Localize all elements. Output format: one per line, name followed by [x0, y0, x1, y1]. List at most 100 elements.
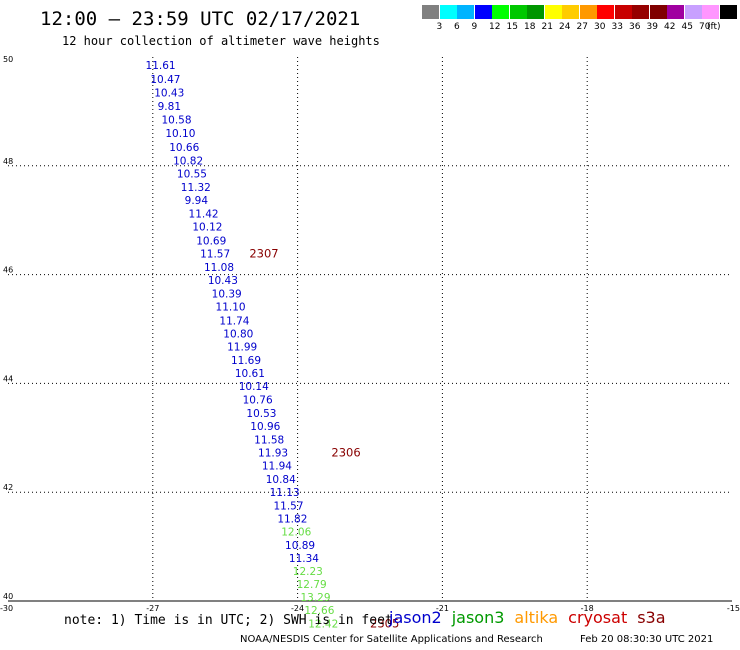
map-grid — [8, 57, 732, 602]
wave-height-value: 10.76 — [243, 395, 273, 407]
y-tick-label: 48 — [3, 157, 13, 166]
color-scale-swatch — [457, 5, 474, 19]
color-scale-swatch — [702, 5, 719, 19]
color-scale-label: 30 — [594, 22, 606, 32]
color-scale-swatch — [632, 5, 649, 19]
color-scale-swatch — [474, 5, 492, 19]
color-scale-swatch — [492, 5, 509, 19]
wave-height-value: 10.82 — [173, 155, 203, 167]
wave-height-value: 10.43 — [154, 87, 184, 99]
page-subtitle: 12 hour collection of altimeter wave hei… — [62, 34, 380, 48]
color-scale-label: 15 — [506, 22, 518, 32]
time-label: 2305 — [370, 616, 399, 630]
wave-height-value: 10.61 — [235, 368, 265, 380]
wave-height-value: 12.66 — [304, 605, 334, 617]
wave-height-value: 10.96 — [250, 421, 280, 433]
wave-height-value: 11.69 — [231, 355, 261, 367]
time-labels: 2307 2306 2305 — [249, 246, 399, 630]
wave-height-value: 9.94 — [185, 195, 209, 207]
color-scale-swatch — [527, 5, 544, 19]
color-scale-label: 45 — [681, 22, 693, 32]
wave-height-value: 12.06 — [281, 526, 311, 538]
wave-height-value: 12.79 — [297, 579, 327, 591]
color-scale-swatch — [684, 5, 702, 19]
wave-height-value: 11.99 — [227, 341, 257, 353]
time-label: 2306 — [331, 445, 360, 459]
wave-height-value: 10.39 — [212, 289, 242, 301]
wave-height-value: 10.89 — [285, 540, 315, 552]
wave-height-value: 12.23 — [293, 566, 323, 578]
wave-height-value: 11.94 — [262, 461, 292, 473]
x-tick-label: -27 — [146, 604, 159, 613]
footer-note: note: 1) Time is in UTC; 2) SWH is in fe… — [64, 613, 393, 628]
wave-height-value: 11.42 — [189, 209, 219, 221]
color-scale-label: 12 — [489, 22, 501, 32]
wave-height-value: 10.55 — [177, 168, 207, 180]
x-tick-label: -15 — [727, 604, 740, 613]
wave-height-value: 11.74 — [219, 315, 249, 327]
x-tick-label: -30 — [0, 604, 13, 613]
color-scale-swatch — [422, 5, 439, 19]
wave-height-value: 11.57 — [273, 500, 303, 512]
color-scale-unit: (ft) — [707, 22, 721, 32]
footer-timestamp: Feb 20 08:30:30 UTC 2021 — [580, 634, 714, 645]
y-tick-label: 46 — [3, 266, 13, 275]
color-scale-swatch — [562, 5, 579, 19]
y-tick-label: 44 — [3, 374, 13, 383]
wave-height-value: 10.80 — [223, 328, 253, 340]
wave-height-value: 11.82 — [277, 513, 307, 525]
wave-height-value: 10.43 — [208, 275, 238, 287]
mission-legend-item: jason2 — [389, 608, 442, 627]
y-tick-label: 50 — [3, 55, 13, 64]
wave-height-value: 11.34 — [289, 553, 319, 565]
x-tick-label: -21 — [436, 604, 449, 613]
wave-height-value: 10.53 — [246, 408, 276, 420]
color-scale-swatch — [597, 5, 614, 19]
color-scale-label: 70 — [699, 22, 711, 32]
color-scale-label: 21 — [541, 22, 553, 32]
color-scale-swatch — [614, 5, 632, 19]
time-label: 2307 — [249, 246, 278, 260]
wave-height-value: 11.57 — [200, 248, 230, 260]
page-title: 12:00 – 23:59 UTC 02/17/2021 — [40, 8, 361, 30]
color-scale-label: 3 — [436, 22, 443, 32]
color-scale-label: 33 — [611, 22, 623, 32]
axis-ticks: -30 -27 -24 -21 -18 -15 40 42 44 46 48 50 — [0, 55, 740, 613]
mission-legend-item: s3a — [637, 608, 666, 627]
color-scale-label: 6 — [454, 22, 460, 32]
color-scale-swatch — [509, 5, 527, 19]
wave-height-value: 11.58 — [254, 434, 284, 446]
mission-legend: jason2 jason3 altika cryosat s3a — [389, 608, 676, 627]
wave-height-value: 10.84 — [266, 474, 296, 486]
wave-height-value: 11.13 — [270, 487, 300, 499]
mission-legend-item: altika — [514, 608, 559, 627]
color-scale-label: 39 — [646, 22, 658, 32]
color-scale-swatch — [544, 5, 562, 19]
wave-height-value: 12.42 — [308, 618, 338, 630]
wave-height-value: 11.61 — [146, 60, 176, 72]
color-scale-label: 9 — [471, 22, 478, 32]
color-scale-swatch — [649, 5, 667, 19]
wave-height-value: 10.14 — [239, 381, 269, 393]
color-scale-label: 36 — [629, 22, 641, 32]
wave-height-value: 10.69 — [196, 235, 226, 247]
mission-legend-item: jason3 — [451, 608, 505, 627]
color-scale-swatch — [667, 5, 684, 19]
wave-height-value: 13.29 — [300, 592, 330, 604]
wave-height-value: 10.58 — [161, 115, 191, 127]
color-scale-swatch — [439, 5, 457, 19]
color-scale-swatch — [579, 5, 597, 19]
mission-legend-item: cryosat — [568, 608, 628, 627]
x-tick-label: -18 — [581, 604, 594, 613]
wave-height-value: 11.10 — [216, 302, 246, 314]
wave-height-value: 10.47 — [150, 74, 180, 86]
wave-height-value: 10.10 — [165, 128, 195, 140]
footer-credit: NOAA/NESDIS Center for Satellite Applica… — [240, 634, 543, 645]
y-tick-label: 42 — [3, 483, 13, 492]
wave-height-labels: 11.6110.4710.439.8110.5810.1010.6610.821… — [146, 60, 339, 630]
color-scale-label: 18 — [524, 22, 536, 32]
color-scale-swatch — [719, 5, 737, 19]
wave-height-value: 10.66 — [169, 142, 199, 154]
color-scale-label: 27 — [576, 22, 588, 32]
